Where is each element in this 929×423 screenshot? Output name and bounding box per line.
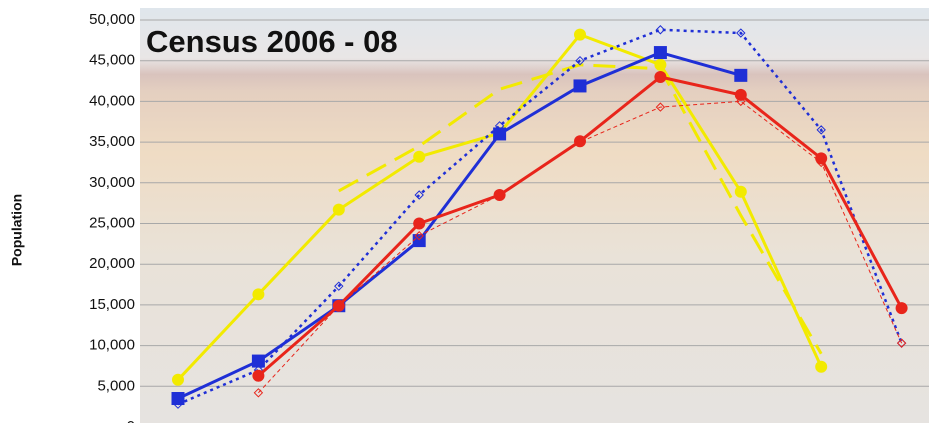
point — [494, 121, 505, 131]
point — [655, 102, 666, 112]
point — [654, 70, 667, 83]
point — [413, 150, 426, 163]
point — [574, 28, 586, 41]
point — [172, 373, 184, 386]
point — [575, 55, 585, 66]
point — [251, 354, 265, 368]
point — [412, 234, 426, 248]
point — [334, 301, 344, 311]
point — [734, 88, 747, 101]
y-tick-label: 20,000 — [89, 255, 135, 272]
point — [334, 281, 344, 291]
point — [171, 392, 185, 406]
point — [573, 79, 587, 93]
point — [253, 388, 264, 398]
point — [655, 25, 666, 35]
point — [653, 46, 667, 60]
point — [252, 369, 265, 382]
point — [494, 190, 505, 200]
y-tick-label: 50,000 — [89, 11, 135, 28]
y-tick-label: 5,000 — [97, 377, 135, 394]
chart-title: Census 2006 - 08 — [146, 24, 398, 59]
point — [332, 203, 345, 216]
y-tick-label: 45,000 — [89, 52, 135, 69]
point — [895, 302, 908, 315]
y-tick-label: 0 — [127, 418, 135, 423]
series-line — [177, 50, 742, 400]
point — [896, 338, 907, 348]
point — [815, 360, 828, 373]
point — [252, 288, 265, 301]
point — [173, 399, 183, 409]
y-tick-label: 10,000 — [89, 337, 135, 354]
y-tick-label: 35,000 — [89, 133, 135, 150]
point — [736, 96, 746, 107]
series-line — [258, 100, 903, 394]
point — [734, 185, 747, 198]
point — [736, 28, 746, 38]
y-tick-label: 15,000 — [89, 296, 135, 313]
point — [816, 157, 826, 168]
y-tick-label: 25,000 — [89, 214, 135, 231]
y-tick-label: 30,000 — [89, 174, 135, 191]
y-tick-label: 40,000 — [89, 92, 135, 109]
point — [493, 127, 507, 141]
point — [414, 190, 424, 200]
point — [414, 231, 424, 241]
point — [734, 68, 748, 82]
series-line — [177, 28, 903, 406]
point — [413, 217, 426, 230]
point — [575, 137, 585, 147]
point — [816, 125, 826, 135]
y-axis-label: Population — [9, 194, 25, 266]
